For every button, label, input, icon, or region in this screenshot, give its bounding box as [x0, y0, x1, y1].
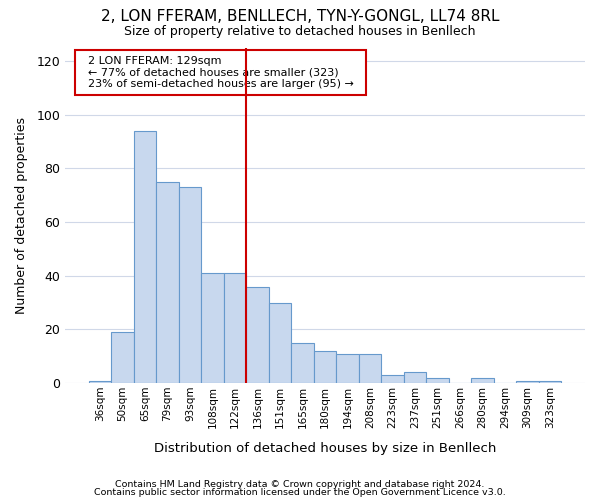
- Bar: [111, 332, 134, 383]
- X-axis label: Distribution of detached houses by size in Benllech: Distribution of detached houses by size …: [154, 442, 496, 455]
- Bar: [404, 372, 427, 383]
- Bar: [201, 273, 224, 383]
- Bar: [89, 380, 111, 383]
- Bar: [269, 302, 291, 383]
- Bar: [156, 182, 179, 383]
- Bar: [539, 380, 562, 383]
- Bar: [382, 375, 404, 383]
- Bar: [472, 378, 494, 383]
- Bar: [291, 343, 314, 383]
- Text: 2 LON FFERAM: 129sqm
  ← 77% of detached houses are smaller (323)
  23% of semi-: 2 LON FFERAM: 129sqm ← 77% of detached h…: [80, 56, 361, 89]
- Bar: [134, 131, 156, 383]
- Bar: [314, 351, 336, 383]
- Bar: [517, 380, 539, 383]
- Bar: [224, 273, 246, 383]
- Bar: [427, 378, 449, 383]
- Bar: [179, 187, 201, 383]
- Bar: [246, 286, 269, 383]
- Text: Contains HM Land Registry data © Crown copyright and database right 2024.: Contains HM Land Registry data © Crown c…: [115, 480, 485, 489]
- Bar: [359, 354, 382, 383]
- Text: 2, LON FFERAM, BENLLECH, TYN-Y-GONGL, LL74 8RL: 2, LON FFERAM, BENLLECH, TYN-Y-GONGL, LL…: [101, 9, 499, 24]
- Text: Contains public sector information licensed under the Open Government Licence v3: Contains public sector information licen…: [94, 488, 506, 497]
- Text: Size of property relative to detached houses in Benllech: Size of property relative to detached ho…: [124, 25, 476, 38]
- Y-axis label: Number of detached properties: Number of detached properties: [15, 117, 28, 314]
- Bar: [336, 354, 359, 383]
